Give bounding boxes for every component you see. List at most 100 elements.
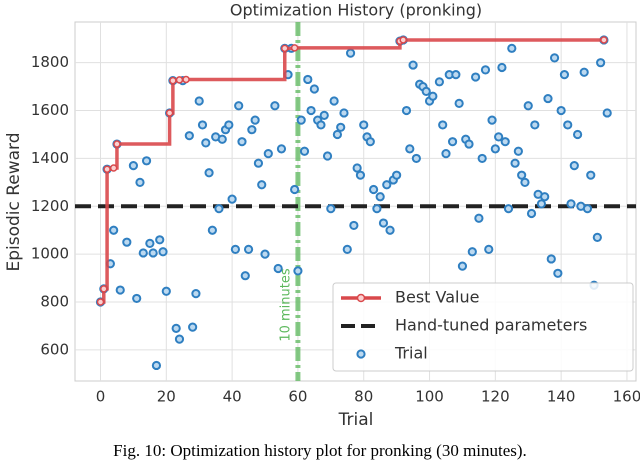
x-tick-label: 40 xyxy=(223,388,242,406)
chart-title: Optimization History (pronking) xyxy=(230,1,482,20)
trial-point xyxy=(490,144,500,154)
trial-point xyxy=(520,177,530,187)
trial-point xyxy=(184,131,194,141)
trial-point xyxy=(467,247,477,257)
legend-swatch xyxy=(356,349,366,359)
trial-point xyxy=(368,184,379,195)
trial-point xyxy=(454,98,464,108)
trial-point xyxy=(549,53,560,63)
trial-point xyxy=(122,237,132,247)
trial-point xyxy=(553,268,563,278)
trial-point xyxy=(582,204,593,214)
best-value-point xyxy=(600,36,608,44)
legend-swatch xyxy=(356,293,366,303)
trial-point xyxy=(596,58,606,68)
trial-point xyxy=(240,271,250,281)
y-tick-label: 800 xyxy=(40,293,69,311)
trial-point xyxy=(447,137,458,147)
legend-box xyxy=(332,282,634,372)
trial-point xyxy=(382,180,392,190)
best-value-point xyxy=(165,109,174,117)
trial-point xyxy=(401,105,412,116)
x-tick-label: 100 xyxy=(415,388,444,406)
trial-point xyxy=(336,122,346,132)
trial-point xyxy=(566,199,576,209)
trial-point xyxy=(293,266,303,276)
trial-point xyxy=(204,168,214,178)
x-tick-label: 20 xyxy=(157,388,176,406)
trial-point xyxy=(309,84,319,94)
trial-point xyxy=(441,149,451,159)
trial-point xyxy=(579,67,589,77)
best-value-point xyxy=(169,76,177,85)
trial-point xyxy=(470,72,481,82)
trial-point xyxy=(128,161,139,171)
trial-point xyxy=(197,120,208,130)
trial-point xyxy=(421,86,431,97)
trial-point xyxy=(260,249,270,259)
trial-point xyxy=(405,144,415,154)
trial-point xyxy=(513,146,523,156)
trial-point xyxy=(408,60,418,70)
trial-point xyxy=(290,184,300,195)
y-tick-label: 1000 xyxy=(31,245,69,263)
trial-point xyxy=(497,62,507,73)
trial-point xyxy=(296,115,306,125)
x-tick-label: 0 xyxy=(96,388,106,406)
best-value-point xyxy=(281,44,289,53)
trial-point xyxy=(536,199,547,209)
trial-point xyxy=(457,261,468,271)
trial-point xyxy=(540,192,550,202)
trial-point xyxy=(411,153,421,164)
y-tick-label: 1800 xyxy=(31,53,69,71)
trial-point xyxy=(592,232,602,242)
trial-point xyxy=(306,105,316,116)
legend-label: Hand-tuned parameters xyxy=(395,316,587,335)
trial-point xyxy=(510,158,520,168)
trial-point xyxy=(434,77,445,87)
trial-point xyxy=(148,248,158,258)
trial-point xyxy=(214,204,224,214)
x-tick-label: 80 xyxy=(354,388,373,406)
trial-point xyxy=(141,156,152,166)
legend-label: Best Value xyxy=(395,288,479,307)
trial-point xyxy=(586,170,596,180)
trial-point xyxy=(230,244,241,254)
trial-point xyxy=(523,101,533,111)
trial-point xyxy=(385,225,395,235)
x-tick-label: 60 xyxy=(288,388,307,406)
trial-point xyxy=(155,235,165,245)
trial-point xyxy=(526,208,537,219)
trial-point xyxy=(135,177,145,187)
x-tick-label: 120 xyxy=(481,388,510,406)
trial-point xyxy=(237,137,247,147)
trial-point xyxy=(546,254,556,264)
trial-point xyxy=(171,323,181,333)
trial-point xyxy=(569,161,579,171)
trial-point xyxy=(319,110,329,120)
trial-point xyxy=(191,289,201,299)
best-value-point xyxy=(290,44,299,52)
trial-point xyxy=(224,120,234,130)
trial-point xyxy=(194,96,204,106)
trial-point xyxy=(247,125,257,135)
trial-point xyxy=(487,115,497,125)
trial-point xyxy=(243,244,254,254)
trial-point xyxy=(253,158,264,168)
trial-point xyxy=(339,108,349,118)
best-value-point xyxy=(103,165,111,173)
best-value-point xyxy=(109,164,118,172)
trial-point xyxy=(365,137,375,147)
trial-point xyxy=(276,144,287,154)
trial-point xyxy=(174,334,185,344)
trial-point xyxy=(188,322,198,332)
trial-point xyxy=(145,238,155,248)
trial-point xyxy=(378,218,389,228)
trial-point xyxy=(392,170,402,180)
trial-point xyxy=(115,285,125,295)
trial-point xyxy=(500,137,510,147)
trial-point xyxy=(132,293,142,304)
trial-point xyxy=(138,248,148,258)
trial-point xyxy=(474,213,484,223)
trial-point xyxy=(464,139,474,149)
